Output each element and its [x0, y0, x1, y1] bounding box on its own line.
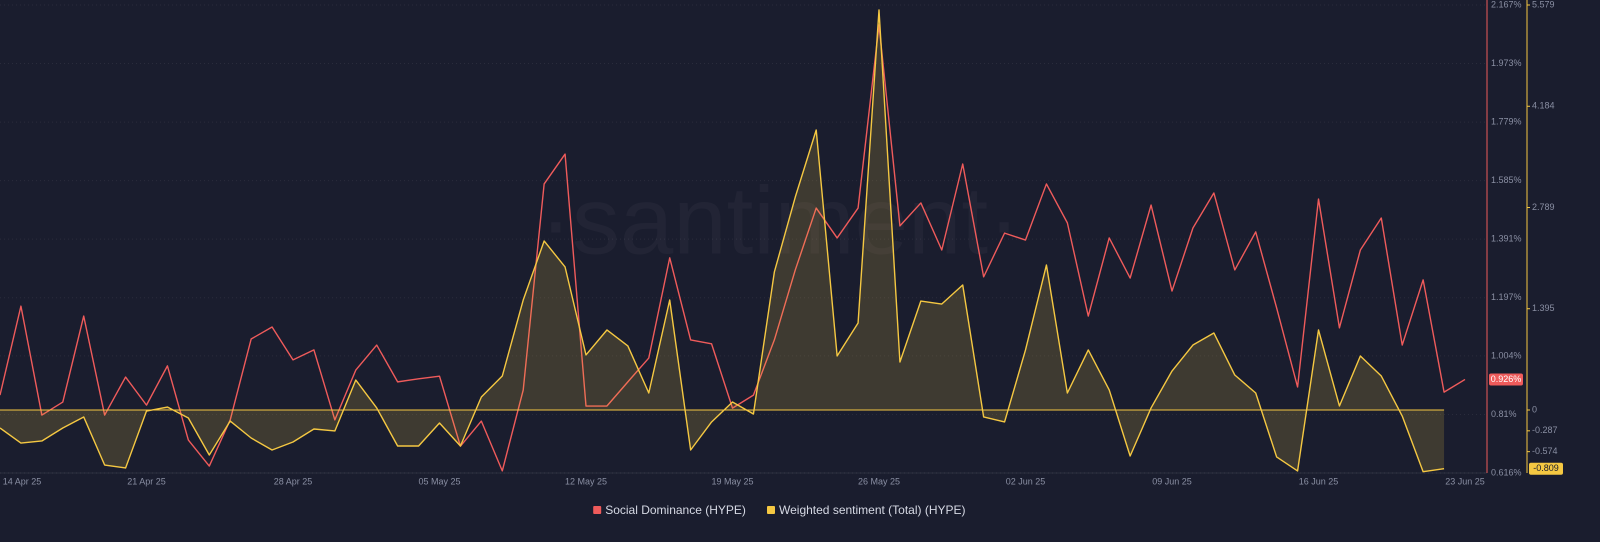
line	[0, 9, 1445, 473]
legend-swatch	[593, 506, 602, 514]
x-tick-label: 26 May 25	[858, 476, 900, 486]
x-tick-label: 14 Apr 25	[3, 476, 42, 486]
x-tick-label: 16 Jun 25	[1299, 476, 1339, 486]
x-tick-label: 23 Jun 25	[1445, 476, 1485, 486]
y2-tick-label: 0	[1532, 404, 1537, 414]
legend-label: Weighted sentiment (Total) (HYPE)	[779, 503, 966, 517]
y-tick-label: 1.585%	[1491, 175, 1522, 185]
end-badge	[1529, 462, 1563, 475]
y-tick-label: 1.779%	[1491, 116, 1522, 126]
y2-tick-label: -0.574	[1532, 446, 1558, 456]
y-tick-label: 0.616%	[1491, 467, 1522, 477]
y-tick-label: 2.167%	[1491, 0, 1522, 9]
end-badge	[1489, 373, 1523, 386]
y2-tick-label: 4.184	[1532, 101, 1555, 111]
x-tick-label: 09 Jun 25	[1152, 476, 1192, 486]
x-tick-label: 21 Apr 25	[127, 476, 166, 486]
y-tick-label: 1.973%	[1491, 58, 1522, 68]
y2-tick-label: 1.395	[1532, 303, 1555, 313]
legend-swatch	[767, 506, 775, 514]
y-tick-label: 1.391%	[1491, 234, 1522, 244]
x-tick-label: 02 Jun 25	[1006, 476, 1046, 486]
end-label: -0.809	[1533, 463, 1559, 473]
end-label: 0.926%	[1491, 374, 1522, 384]
y2-tick-label: 5.579	[1532, 0, 1555, 9]
y-tick-label: 0.81%	[1491, 409, 1517, 419]
line	[0, 24, 1466, 472]
x-tick-label: 28 Apr 25	[274, 476, 313, 486]
y2-tick-label: -0.287	[1532, 425, 1558, 435]
legend-label: Social Dominance (HYPE)	[605, 503, 746, 517]
x-tick-label: 19 May 25	[711, 476, 753, 486]
y-tick-label: 1.197%	[1491, 292, 1522, 302]
x-tick-label: 05 May 25	[418, 476, 460, 486]
y2-tick-label: 2.789	[1532, 202, 1555, 212]
x-tick-label: 12 May 25	[565, 476, 607, 486]
area	[0, 10, 1445, 472]
y-tick-label: 1.004%	[1491, 350, 1522, 360]
